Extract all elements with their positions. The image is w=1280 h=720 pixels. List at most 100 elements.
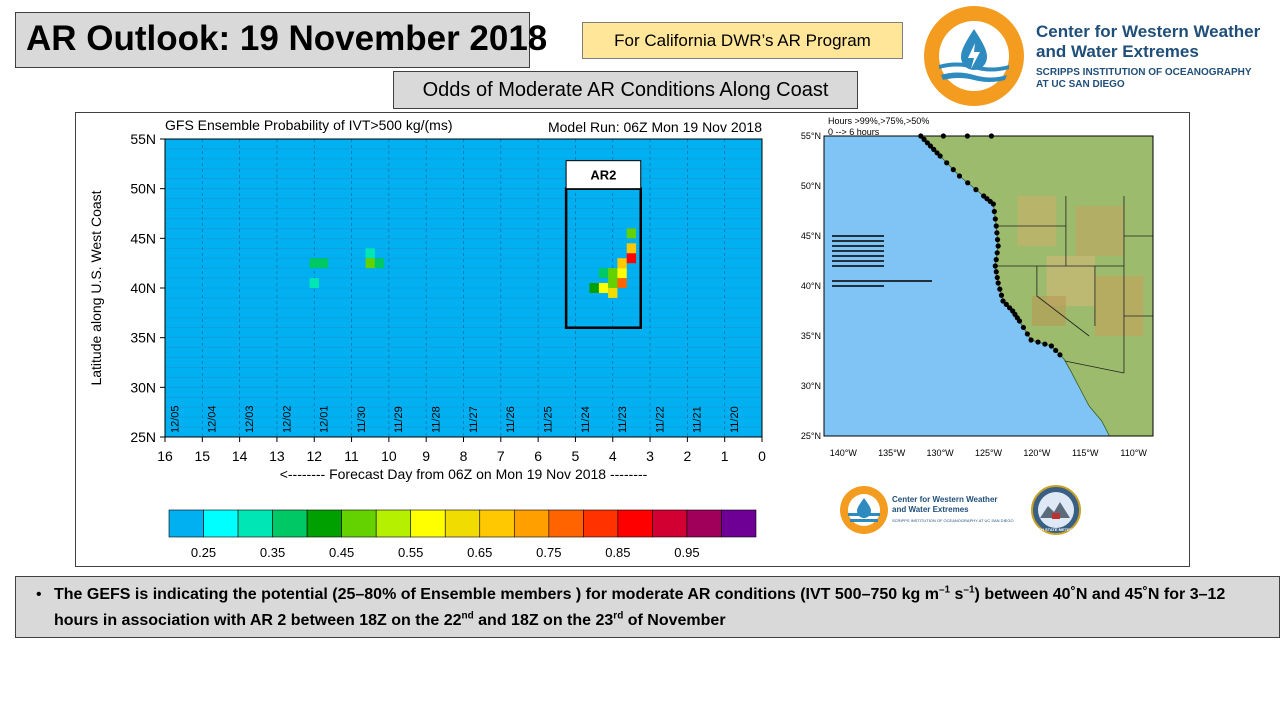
coast-point [921,136,927,142]
coast-point [994,237,1001,243]
org-sub-line2: AT UC SAN DIEGO [1036,79,1125,90]
map-lat-label: 25°N [801,431,821,441]
coast-point [1000,298,1006,304]
coast-point [927,143,934,149]
colorbar-swatch [583,509,619,538]
x-tick-label: 5 [572,448,580,464]
date-label: 12/01 [319,405,331,433]
probability-cell [318,258,329,269]
summary-box: • The GEFS is indicating the potential (… [15,576,1280,638]
colorbar-swatch [341,509,377,538]
x-tick-label: 8 [460,448,468,464]
colorbar-label: 0.25 [191,545,216,560]
small-org-sub: SCRIPPS INSTITUTION OF OCEANOGRAPHY AT U… [892,518,1014,523]
probability-cell [365,248,375,259]
colorbar-swatch [306,509,342,538]
summary-part-1: The GEFS is indicating the potential (25… [54,586,939,603]
colorbar-label: 0.65 [467,545,492,560]
coast-point [1020,324,1027,331]
x-tick-label: 7 [497,448,505,464]
coast-point [1006,305,1013,311]
y-tick-label: 35N [130,330,156,346]
map-lat-label: 50°N [801,181,821,191]
coast-point [973,187,979,193]
date-label: 11/20 [729,406,741,433]
summary-part-3: ) between 40˚N and 45˚N for 3–12 hours i… [54,586,1226,629]
summary-part-4: and 18Z on the 23 [473,612,614,629]
x-tick-label: 11 [344,448,359,464]
map-lon-label: 110°W [1120,448,1147,458]
program-label: For California DWR’s AR Program [582,22,903,59]
x-tick-label: 3 [646,448,654,464]
plymouth-state-logo-icon [1031,485,1081,535]
cw3e-small-logo-icon [840,486,888,534]
x-tick-label: 16 [157,448,173,464]
x-tick-label: 4 [609,448,617,464]
probability-cell [309,278,319,288]
x-tick-label: 15 [195,448,211,464]
date-label: 12/02 [281,405,293,433]
model-run-label: Model Run: 06Z Mon 19 Nov 2018 [548,119,762,135]
terrain-shade [1075,206,1124,256]
coast-point [997,286,1003,292]
colorbar-label: 0.55 [398,545,423,560]
colorbar-swatch [168,509,204,538]
map-lat-label: 40°N [801,281,821,291]
date-label: 12/05 [169,405,181,433]
date-label: 12/04 [207,405,219,433]
chart-title: GFS Ensemble Probability of IVT>500 kg/(… [165,117,453,133]
map-lon-label: 125°W [975,448,1003,458]
coast-point [993,257,999,263]
x-axis-label: <-------- Forecast Day from 06Z on Mon 1… [280,466,648,482]
summary-part-2: s [950,586,964,603]
coast-point [993,269,999,275]
map-lon-label: 115°W [1072,448,1099,458]
chart-subtitle: Odds of Moderate AR Conditions Along Coa… [393,71,858,109]
x-tick-label: 12 [306,448,322,464]
y-tick-label: 30N [130,379,156,395]
summary-part-5: of November [623,612,726,629]
map-border [823,135,1154,437]
colorbar-label: 0.75 [536,545,561,560]
cw3e-logo-icon [924,6,1024,106]
coast-point [992,216,998,222]
coast-point [995,243,1001,249]
date-label: 11/23 [617,406,629,433]
x-tick-label: 13 [269,448,285,464]
coast-point [1016,318,1023,324]
date-label: 11/21 [692,406,704,433]
colorbar-swatch [652,509,688,538]
coast-point [992,263,998,269]
coast-point [1042,341,1048,347]
summary-sup-4: rd [613,610,624,622]
small-org-name-1: Center for Western Weather [892,495,998,504]
probability-cell [608,278,618,288]
coast-point [991,208,997,215]
page-title: AR Outlook: 19 November 2018 [26,19,548,58]
coast-point [1057,352,1063,358]
coast-point [1048,343,1054,349]
colorbar-swatch [513,509,550,538]
colorbar-swatch [237,509,273,538]
colorbar-label: 0.35 [260,545,285,560]
colorbar-swatch [479,509,515,538]
ar2-label-box [565,160,642,190]
colorbar-swatch [686,509,722,538]
date-label: 11/27 [468,406,480,433]
coast-point [1028,337,1034,343]
probability-cell [374,258,385,269]
y-axis-label: Latitude along U.S. West Coast [88,190,104,385]
x-tick-label: 1 [721,448,729,464]
terrain-shade [1017,196,1057,246]
y-tick-label: 40N [130,280,156,296]
coast-point [995,280,1001,286]
colorbar-label: 0.45 [329,545,354,560]
coast-point [994,250,1000,256]
state-border [1036,266,1090,337]
coast-point [994,230,1000,236]
org-name-line1: Center for Western Weather [1036,22,1261,41]
coast-point [931,146,937,152]
date-label: 11/22 [654,406,666,433]
map-lon-label: 120°W [1023,448,1051,458]
ivt-probability-chart: 12/05 12/04 12/03 12/02 12/01 11/30 11/29 11/28… [88,116,1154,560]
